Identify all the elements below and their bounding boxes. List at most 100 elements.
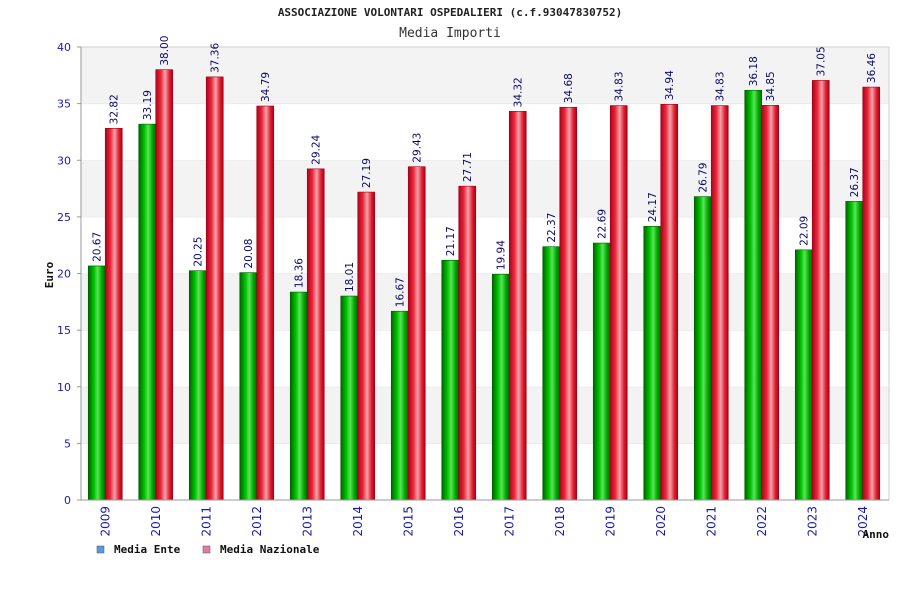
bar-media-ente-2013 (289, 291, 308, 501)
x-tick-label: 2020 (654, 506, 668, 537)
value-label: 37.05 (816, 46, 828, 76)
legend-label-media-ente: Media Ente (114, 543, 181, 556)
bar-media-nazionale-2013 (306, 168, 325, 501)
value-label: 34.32 (513, 77, 525, 107)
value-label: 34.83 (614, 71, 626, 101)
value-label: 37.36 (210, 43, 222, 73)
bar-media-ente-2020 (643, 225, 662, 501)
bar-media-ente-2009 (87, 265, 106, 501)
legend-label-media-nazionale: Media Nazionale (220, 543, 320, 556)
value-label: 34.79 (260, 72, 272, 102)
x-tick-label: 2018 (553, 506, 567, 537)
value-label: 22.37 (546, 213, 558, 243)
y-tick-label: 35 (57, 98, 71, 111)
bar-media-ente-2015 (390, 310, 409, 501)
bar-media-ente-2019 (592, 242, 611, 501)
x-axis: 2009 2010 2011 2012 2013 2014 2015 2016 2017 2018… (81, 499, 889, 537)
x-tick-label: 2015 (401, 506, 415, 537)
y-axis-label: Euro (43, 261, 56, 288)
bar-media-ente-2022 (744, 89, 763, 501)
value-labels: 20.67 32.82 33.19 38.00 20.25 37.36 20.08 34.79… (92, 36, 879, 308)
legend: Media Ente Media Nazionale (96, 543, 320, 556)
x-tick-label: 2019 (603, 506, 617, 537)
value-label: 26.79 (698, 163, 710, 193)
x-tick-label: 2021 (704, 506, 718, 537)
bar-media-nazionale-2018 (559, 106, 578, 501)
bar-media-ente-2012 (239, 272, 258, 501)
bar-media-nazionale-2011 (205, 76, 224, 501)
value-label: 38.00 (159, 36, 171, 66)
bar-media-nazionale-2016 (458, 185, 477, 501)
value-label: 20.25 (193, 237, 205, 267)
chart-title: ASSOCIAZIONE VOLONTARI OSPEDALIERI (c.f.… (278, 6, 622, 19)
bar-media-nazionale-2010 (155, 69, 174, 501)
bar-media-ente-2018 (542, 246, 561, 501)
value-label: 16.67 (395, 277, 407, 307)
value-label: 36.18 (748, 56, 760, 86)
value-label: 18.01 (344, 262, 356, 292)
x-tick-label: 2009 (98, 506, 112, 537)
value-label: 22.09 (799, 216, 811, 246)
y-tick-label: 25 (57, 211, 71, 224)
x-tick-label: 2010 (149, 506, 163, 537)
value-label: 34.83 (715, 71, 727, 101)
bar-media-ente-2011 (188, 270, 207, 501)
y-tick-label: 30 (57, 154, 71, 167)
value-label: 20.08 (243, 239, 255, 269)
bar-media-ente-2014 (340, 295, 359, 501)
y-axis: 0 5 10 15 20 25 30 35 40 (57, 41, 82, 507)
bar-media-ente-2021 (693, 196, 712, 501)
legend-swatch-media-ente (96, 545, 105, 554)
bar-media-nazionale-2019 (609, 105, 628, 501)
bar-media-ente-2024 (845, 201, 864, 501)
bar-media-nazionale-2023 (811, 80, 830, 501)
y-tick-label: 5 (64, 437, 71, 450)
value-label: 34.94 (664, 70, 676, 100)
value-label: 36.46 (866, 53, 878, 83)
bar-media-nazionale-2021 (710, 105, 729, 501)
bars (87, 69, 881, 501)
value-label: 33.19 (142, 90, 154, 120)
value-label: 21.17 (445, 226, 457, 256)
bar-media-nazionale-2015 (407, 166, 426, 501)
value-label: 19.94 (496, 240, 508, 270)
bar-media-nazionale-2012 (256, 105, 275, 501)
bar-media-nazionale-2024 (862, 86, 881, 501)
value-label: 20.67 (92, 232, 104, 262)
x-tick-label: 2013 (300, 506, 314, 537)
value-label: 32.82 (109, 94, 121, 124)
bar-media-nazionale-2014 (357, 191, 376, 501)
y-tick-label: 15 (57, 324, 71, 337)
chart-subtitle: Media Importi (399, 26, 501, 41)
x-tick-label: 2012 (250, 506, 264, 537)
x-tick-label: 2016 (452, 506, 466, 537)
bar-media-ente-2023 (794, 249, 813, 501)
legend-swatch-media-nazionale (202, 545, 211, 554)
x-tick-label: 2022 (755, 506, 769, 537)
y-tick-label: 0 (64, 494, 71, 507)
value-label: 29.43 (412, 133, 424, 163)
y-tick-label: 40 (57, 41, 71, 54)
value-label: 34.68 (563, 73, 575, 103)
x-tick-label: 2011 (199, 506, 213, 537)
x-tick-label: 2017 (502, 506, 516, 537)
bar-media-nazionale-2020 (660, 104, 679, 501)
value-label: 34.85 (765, 71, 777, 101)
value-label: 22.69 (597, 209, 609, 239)
x-tick-label: 2023 (805, 506, 819, 537)
value-label: 27.19 (361, 158, 373, 188)
y-tick-label: 10 (57, 381, 71, 394)
bar-media-nazionale-2009 (104, 128, 123, 501)
bar-media-nazionale-2017 (508, 111, 527, 501)
bar-media-nazionale-2022 (761, 105, 780, 501)
bar-media-ente-2016 (441, 259, 460, 501)
x-tick-label: 2014 (351, 506, 365, 537)
x-tick-label: 2024 (856, 506, 870, 537)
y-tick-label: 20 (57, 268, 71, 281)
value-label: 29.24 (311, 134, 323, 164)
value-label: 26.37 (849, 167, 861, 197)
value-label: 18.36 (294, 258, 306, 288)
value-label: 27.71 (462, 152, 474, 182)
x-axis-label: Anno (863, 528, 890, 541)
